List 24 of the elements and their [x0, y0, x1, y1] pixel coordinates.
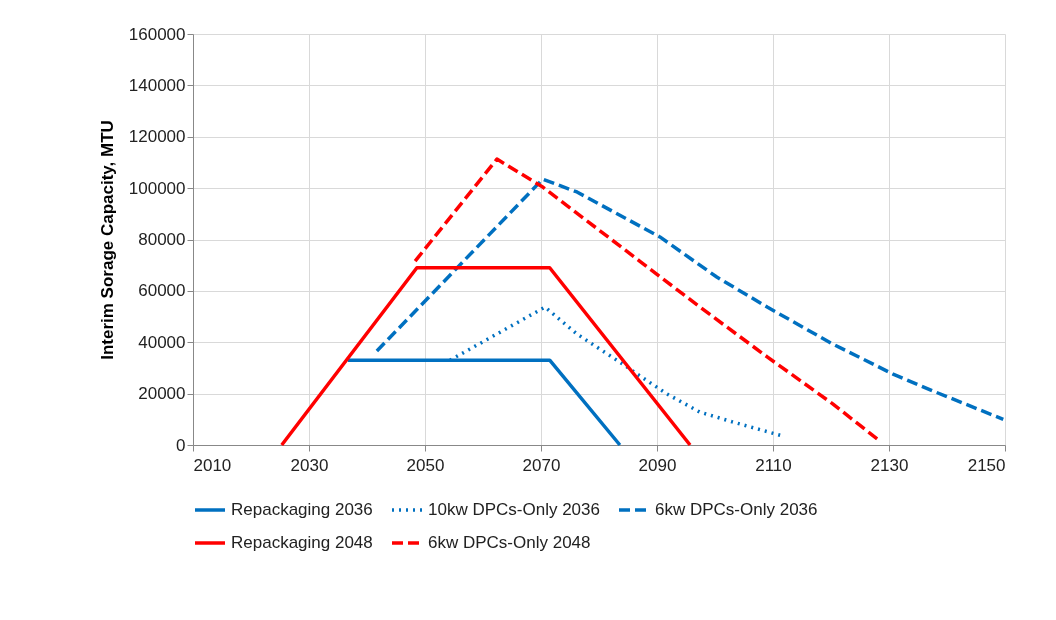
y-tick-label: 100000 [128, 178, 186, 198]
x-tick-label: 2110 [755, 455, 792, 475]
y-tick-label: 20000 [138, 384, 186, 404]
x-tick-label: 2010 [193, 455, 232, 475]
x-tick-label: 2050 [406, 455, 445, 475]
x-tick-label: 2090 [638, 455, 677, 475]
legend-label: 6kw DPCs-Only 2036 [655, 500, 818, 519]
y-axis-title: Interim Sorage Capacity, MTU [97, 120, 117, 360]
legend-label: 6kw DPCs-Only 2048 [428, 533, 591, 552]
legend-label: Repackaging 2048 [231, 533, 373, 552]
x-tick-label: 2130 [870, 455, 909, 475]
legend-label: Repackaging 2036 [231, 500, 373, 519]
y-tick-label: 40000 [138, 332, 186, 352]
line-series [375, 177, 1006, 422]
y-tick-label: 140000 [128, 75, 186, 95]
y-tick-label: 0 [176, 435, 186, 455]
y-tick-label: 60000 [138, 281, 186, 301]
x-tick-label: 2070 [522, 455, 561, 475]
y-tick-label: 160000 [128, 24, 186, 44]
x-tick-label: 2150 [967, 455, 1006, 475]
y-tick-label: 120000 [128, 127, 186, 147]
y-tick-label: 80000 [138, 230, 186, 249]
x-tick-label: 2030 [290, 455, 329, 475]
legend-label: 10kw DPCs-Only 2036 [428, 500, 600, 519]
